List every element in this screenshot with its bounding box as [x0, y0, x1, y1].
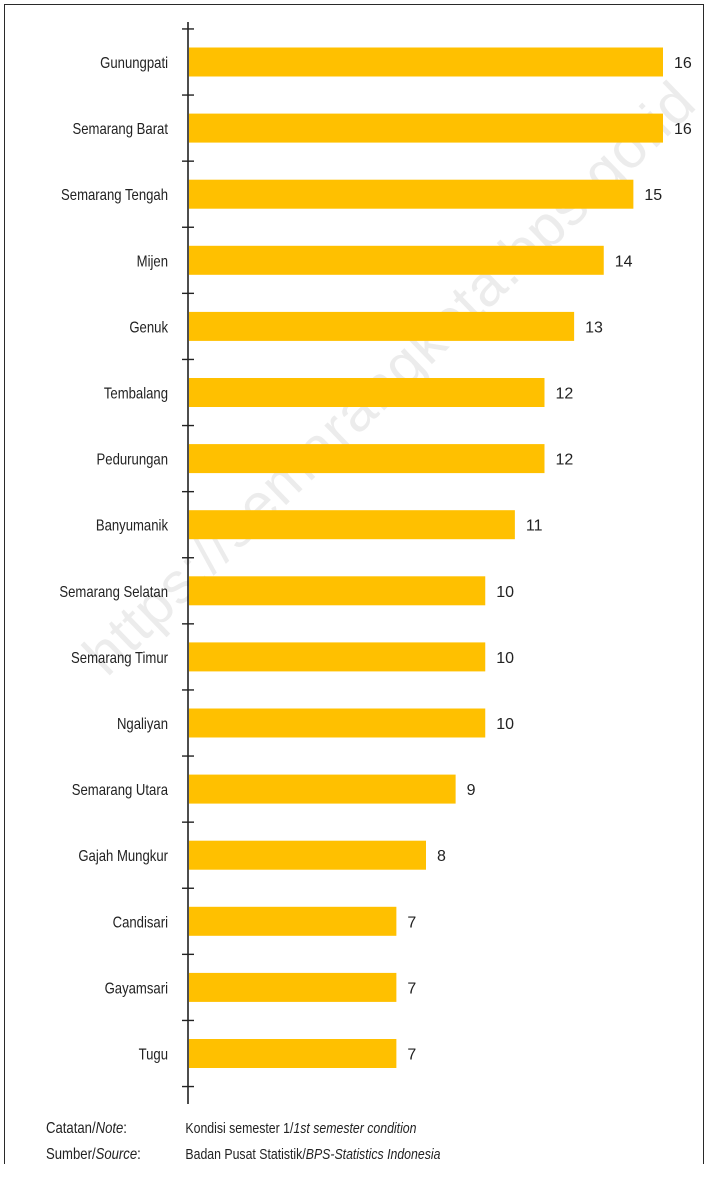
bar — [189, 774, 456, 804]
bar — [189, 47, 663, 77]
data-label: 12 — [556, 386, 574, 403]
bar — [189, 311, 575, 341]
data-label: 10 — [496, 584, 514, 601]
category-label: Candisari — [113, 914, 168, 931]
category-label: Tembalang — [104, 385, 168, 402]
note-line: Catatan/Note: Kondisi semester 1/1st seme… — [46, 1120, 416, 1138]
data-label: 12 — [556, 452, 574, 469]
bar — [189, 245, 604, 275]
bar — [189, 576, 486, 606]
category-label: Semarang Selatan — [59, 584, 168, 601]
bar — [189, 510, 515, 540]
category-label: Tugu — [139, 1046, 168, 1063]
category-label: Mijen — [137, 253, 168, 270]
data-label: 11 — [526, 518, 543, 535]
data-label: 7 — [407, 1047, 416, 1064]
bar-chart: Gunungpati 16 Semarang Barat 16 Semarang Ten… — [59, 22, 692, 1104]
data-label: 13 — [585, 319, 603, 336]
data-label: 10 — [496, 716, 514, 733]
data-label: 15 — [644, 187, 662, 204]
category-label: Pedurungan — [97, 451, 168, 468]
bar — [189, 113, 663, 143]
data-label: 9 — [467, 782, 476, 799]
bar — [189, 1039, 397, 1068]
category-label: Semarang Utara — [72, 782, 169, 799]
bar — [189, 444, 545, 474]
bar — [189, 179, 634, 209]
source-label: Sumber/Source: — [46, 1146, 141, 1163]
bar — [189, 906, 397, 936]
bar — [189, 642, 486, 672]
chart-frame — [4, 4, 704, 1164]
bar — [189, 840, 426, 870]
source-line: Sumber/Source: Badan Pusat Statistik/BPS-… — [46, 1146, 440, 1164]
data-label: 16 — [674, 55, 692, 72]
data-label: 16 — [674, 121, 692, 138]
category-label: Ngaliyan — [117, 716, 168, 733]
note-label: Catatan/Note: — [46, 1120, 127, 1137]
category-label: Gayamsari — [105, 980, 168, 997]
category-label: Semarang Tengah — [61, 187, 168, 204]
bar — [189, 378, 545, 407]
category-label: Genuk — [129, 319, 168, 336]
note-value: Kondisi semester 1/1st semester conditio… — [185, 1120, 417, 1137]
source-value: Badan Pusat Statistik/BPS-Statistics Ind… — [185, 1146, 441, 1163]
category-label: Gunungpati — [100, 55, 168, 72]
data-label: 10 — [496, 650, 514, 667]
data-label: 14 — [615, 253, 633, 270]
bar — [189, 972, 397, 1002]
category-label: Semarang Timur — [71, 650, 168, 667]
category-label: Semarang Barat — [72, 121, 168, 138]
data-label: 7 — [407, 980, 416, 997]
data-label: 8 — [437, 848, 446, 865]
data-label: 7 — [407, 914, 416, 931]
category-label: Gajah Mungkur — [78, 848, 168, 865]
category-label: Banyumanik — [96, 518, 169, 535]
bar — [189, 708, 486, 738]
